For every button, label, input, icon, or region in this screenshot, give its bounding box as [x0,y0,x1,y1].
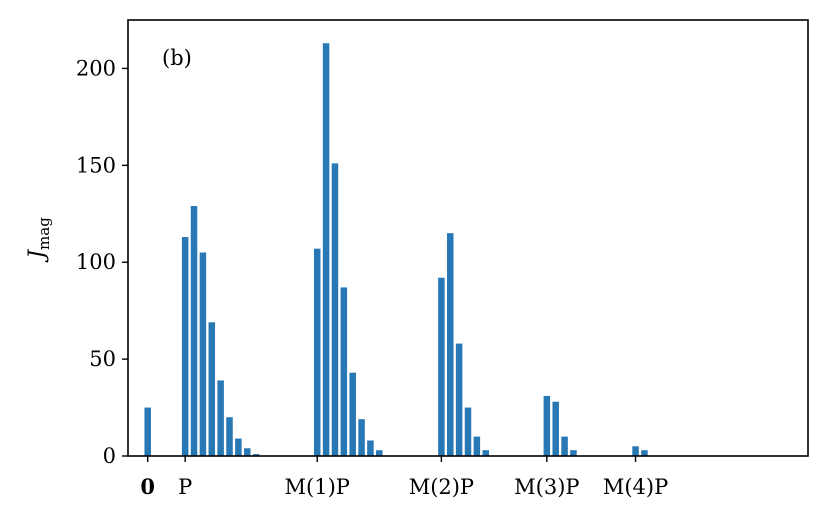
panel-annotation: (b) [162,46,192,70]
y-tick-label-1: 50 [89,347,116,371]
y-tick-label-2: 100 [76,250,116,274]
bar-28 [632,446,639,456]
y-tick-label-4: 200 [76,56,116,80]
bar-24 [543,395,551,456]
y-tick-label-0: 0 [103,444,116,468]
bar-3 [199,252,207,456]
y-axis: 0 50 100 150 200 [76,56,128,468]
bar-0 [144,407,151,456]
bar-2 [190,206,198,456]
y-axis-label-sub: mag [35,217,53,250]
bar-12 [331,163,339,456]
y-tick-label-3: 150 [76,153,116,177]
bar-16 [367,440,374,456]
bar-5 [217,380,224,456]
bar-21 [464,407,472,456]
bar-14 [349,372,356,456]
bar-1 [181,237,189,456]
bar-25 [552,401,559,456]
x-tick-label-1: P [178,475,192,499]
bar-8 [244,448,251,456]
x-tick-label-0: 0 [140,474,155,499]
bar-10 [313,248,321,456]
bars-layer [144,43,648,456]
bar-4 [208,322,216,456]
bar-29 [641,450,648,456]
x-tick-label-5: M(4)P [603,475,668,499]
bar-27 [570,450,577,456]
bar-22 [473,436,481,456]
y-axis-label: Jmag [25,217,53,263]
bar-15 [358,419,365,456]
bar-13 [340,287,348,456]
x-tick-label-2: M(1)P [285,475,350,499]
plot-frame [127,19,809,457]
bar-6 [226,417,233,456]
bar-17 [376,450,383,456]
x-tick-label-4: M(3)P [514,475,579,499]
bar-23 [482,450,489,456]
y-axis-label-main: J [25,249,50,263]
bar-20 [455,343,463,456]
bar-11 [322,43,330,456]
bar-18 [438,277,445,456]
bar-26 [561,436,568,456]
bar-7 [235,438,242,456]
x-tick-label-3: M(2)P [409,475,474,499]
bar-19 [447,233,454,456]
bar-9 [252,454,260,456]
x-axis: 0 P M(1)P M(2)P M(3)P M(4)P [140,456,668,499]
